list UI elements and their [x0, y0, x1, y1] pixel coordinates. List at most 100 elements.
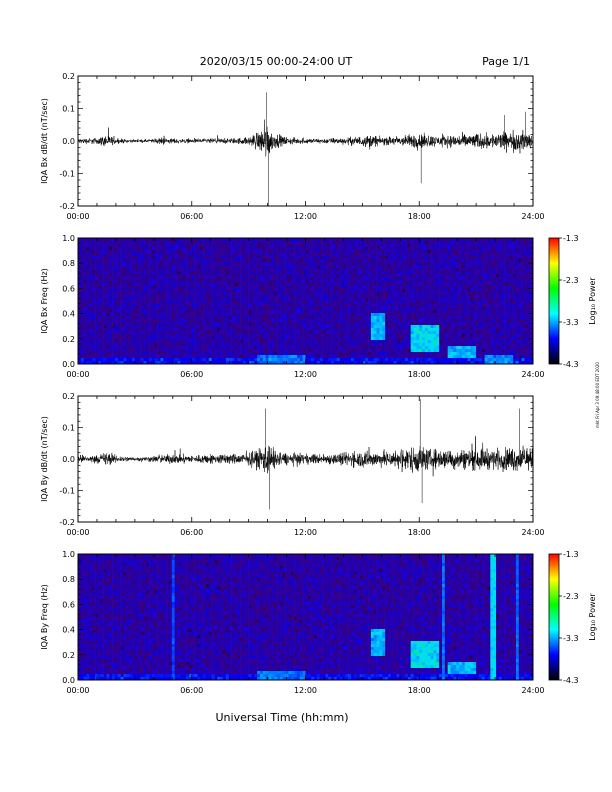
spectrogram-cell: [240, 238, 244, 242]
spectrogram-cell: [325, 238, 329, 242]
spectrogram-cell: [217, 355, 221, 359]
spectrogram-cell: [240, 256, 244, 260]
spectrogram-cell: [97, 268, 102, 272]
spectrogram-cell: [268, 334, 272, 338]
spectrogram-cell: [103, 355, 107, 359]
spectrogram-cell: [245, 355, 249, 359]
spectrogram-cell: [279, 352, 284, 356]
spectrogram-cell: [351, 307, 355, 311]
spectrogram-cell: [251, 307, 255, 311]
spectrogram-cell: [89, 256, 93, 260]
spectrogram-cell: [328, 262, 332, 266]
spectrogram-cell: [254, 328, 258, 332]
spectrogram-cell: [390, 304, 394, 308]
spectrogram-cell: [186, 268, 190, 272]
spectrogram-cell: [86, 253, 90, 257]
spectrogram-cell: [80, 250, 84, 254]
spectrogram-cell: [225, 304, 230, 308]
spectrogram-cell: [248, 304, 252, 308]
spectrogram-cell: [95, 337, 99, 341]
spectrogram-cell: [200, 313, 204, 317]
spectrogram-cell: [240, 331, 244, 335]
spectrogram-cell: [220, 241, 224, 245]
spectrogram-cell: [80, 271, 84, 275]
spectrogram-cell: [109, 301, 113, 305]
spectrogram-cell: [365, 346, 369, 350]
spectrogram-cell: [308, 352, 312, 356]
spectrogram-cell: [390, 352, 394, 356]
spectrogram-cell: [319, 253, 323, 257]
spectrogram-cell: [359, 259, 363, 263]
spectrogram-cell: [260, 343, 264, 347]
spectrogram-cell: [92, 256, 96, 260]
spectrogram-cell: [223, 262, 227, 266]
spectrogram-cell: [186, 265, 190, 269]
spectrogram-cell: [305, 358, 309, 362]
spectrogram-cell: [120, 247, 124, 251]
spectrogram-cell: [296, 313, 301, 317]
spectrogram-cell: [240, 343, 244, 347]
spectrogram-cell: [146, 241, 150, 245]
spectrogram-cell: [95, 286, 99, 290]
y-tick-label: 0.2: [62, 72, 75, 81]
spectrogram-cell: [291, 247, 295, 251]
spectrogram-cell: [208, 247, 212, 251]
spectrogram-cell: [405, 316, 409, 320]
spectrogram-cell: [407, 283, 412, 287]
spectrogram-cell: [80, 256, 84, 260]
spectrogram-cell: [365, 331, 369, 335]
spectrogram-cell: [163, 328, 167, 332]
spectrogram-cell: [288, 298, 292, 302]
spectrogram-cell: [385, 328, 389, 332]
spectrogram-cell: [100, 289, 104, 293]
spectrogram-cell: [197, 349, 201, 353]
spectrogram-cell: [399, 286, 403, 290]
spectrogram-cell: [234, 250, 238, 254]
spectrogram-cell: [308, 346, 312, 350]
spectrogram-cell: [220, 304, 224, 308]
spectrogram-cell: [376, 331, 380, 335]
spectrogram-cell: [402, 352, 406, 356]
spectrogram-cell: [220, 352, 224, 356]
spectrogram-cell: [245, 325, 249, 329]
spectrogram-cell: [353, 292, 357, 296]
spectrogram-cell: [191, 352, 195, 356]
spectrogram-cell: [97, 265, 102, 269]
spectrogram-cell: [268, 328, 272, 332]
spectrogram-cell: [194, 271, 198, 275]
spectrogram-cell: [132, 346, 136, 350]
spectrogram-cell: [299, 331, 303, 335]
spectrogram-cell: [294, 259, 298, 263]
spectrogram-cell: [154, 301, 158, 305]
spectrogram-cell: [160, 355, 164, 359]
spectrogram-cell: [234, 301, 238, 305]
spectrogram-cell: [114, 343, 119, 347]
spectrogram-cell: [211, 304, 215, 308]
spectrogram-cell: [163, 295, 167, 299]
spectrogram-cell: [191, 247, 195, 251]
spectrogram-cell: [80, 286, 84, 290]
spectrogram-cell: [234, 271, 238, 275]
spectrogram-cell: [203, 238, 207, 242]
spectrogram-cell: [262, 325, 266, 329]
spectrogram-cell: [336, 337, 340, 341]
spectrogram-cell: [382, 247, 386, 251]
spectrogram-cell: [109, 256, 113, 260]
spectrogram-cell: [140, 328, 144, 332]
spectrogram-cell: [103, 358, 107, 362]
spectrogram-cell: [342, 274, 346, 278]
spectrogram-cell: [140, 250, 144, 254]
spectrogram-cell: [174, 247, 178, 251]
spectrogram-cell: [92, 238, 96, 242]
spectrogram-cell: [282, 271, 286, 275]
spectrogram-cell: [217, 292, 221, 296]
spectrogram-cell: [308, 322, 312, 326]
spectrogram-cell: [157, 355, 161, 359]
spectrogram-cell: [390, 256, 394, 260]
spectrogram-cell: [191, 259, 195, 263]
spectrogram-cell: [157, 253, 161, 257]
spectrogram-cell: [268, 256, 272, 260]
spectrogram-cell: [137, 331, 141, 335]
spectrogram-cell: [325, 280, 329, 284]
